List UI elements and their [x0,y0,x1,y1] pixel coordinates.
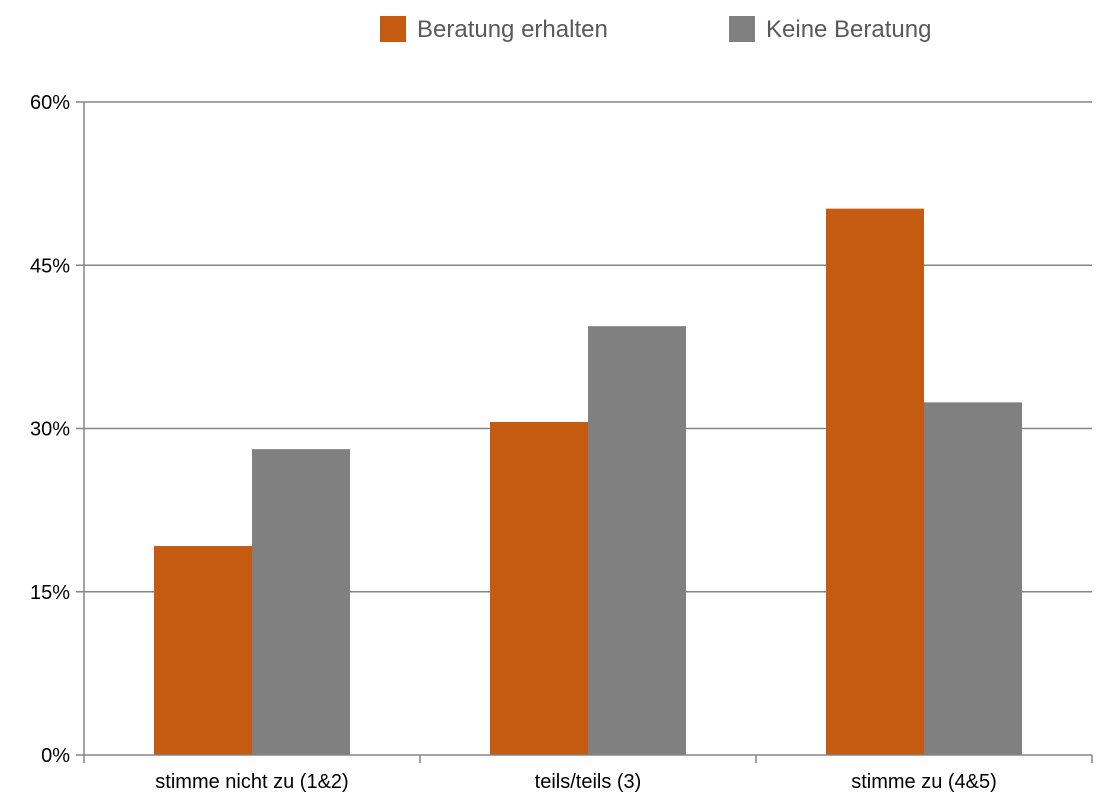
y-tick-label: 15% [30,582,70,604]
x-tick-labels: stimme nicht zu (1&2) teils/teils (3) stim… [155,771,996,793]
bar [154,546,252,755]
legend-label: Beratung erhalten [417,16,608,43]
bars [154,208,1022,755]
legend: Beratung erhalten Keine Beratung [380,16,931,43]
x-tick-label: stimme zu (4&5) [851,771,997,793]
bar [252,449,350,755]
legend-label: Keine Beratung [766,16,931,43]
y-tick-label: 45% [30,255,70,277]
y-tick-label: 0% [41,745,70,767]
y-tick-labels: 0% 15% 30% 45% 60% [30,92,70,767]
bar [490,421,588,755]
legend-swatch [729,16,755,42]
bar [588,326,686,755]
bar [924,402,1022,755]
x-tick-label: stimme nicht zu (1&2) [155,771,348,793]
axes [76,101,1093,763]
bar [826,208,924,755]
y-tick-label: 30% [30,419,70,441]
legend-swatch [380,16,406,42]
y-tick-label: 60% [30,92,70,114]
x-tick-label: teils/teils (3) [535,771,642,793]
